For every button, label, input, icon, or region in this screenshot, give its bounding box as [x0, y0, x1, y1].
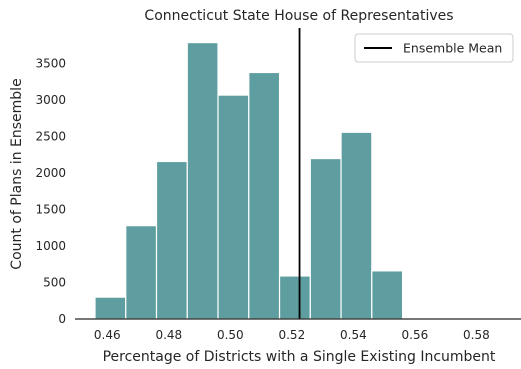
- y-axis-label: Count of Plans in Ensemble: [9, 78, 25, 269]
- y-tick-label: 500: [43, 276, 66, 290]
- x-axis-ticks: 0.46 0.48 0.50 0.52 0.54 0.56 0.58: [94, 328, 490, 342]
- histogram-bar-2: [125, 225, 158, 320]
- y-tick-label: 3500: [35, 57, 66, 71]
- histogram-bar-9: [340, 131, 373, 320]
- histogram-bar-4: [186, 41, 219, 320]
- histogram-bar-8: [309, 157, 342, 320]
- y-tick-label: 1000: [35, 239, 66, 253]
- y-tick-label: 2000: [35, 166, 66, 180]
- histogram-bar-6: [248, 71, 281, 320]
- histogram-bar-1: [94, 296, 127, 320]
- chart-title: Connecticut State House of Representativ…: [144, 8, 453, 24]
- x-tick-label: 0.56: [402, 328, 429, 342]
- histogram-bar-10: [371, 270, 404, 320]
- x-tick-label: 0.52: [278, 328, 305, 342]
- x-tick-label: 0.54: [340, 328, 367, 342]
- legend-box: [354, 33, 514, 63]
- y-tick-label: 0: [58, 312, 66, 326]
- x-tick-label: 0.58: [463, 328, 490, 342]
- histogram-bars: [94, 41, 404, 320]
- x-tick-label: 0.46: [94, 328, 121, 342]
- y-tick-label: 3000: [35, 93, 66, 107]
- y-axis-ticks: 0 500 1000 1500 2000 2500 3000 3500: [35, 57, 66, 326]
- x-tick-label: 0.50: [217, 328, 244, 342]
- x-tick-label: 0.48: [155, 328, 182, 342]
- histogram-bar-5: [217, 94, 250, 320]
- x-axis-label: Percentage of Districts with a Single Ex…: [103, 349, 496, 365]
- y-tick-label: 1500: [35, 203, 66, 217]
- legend-mean-label: Ensemble Mean: [403, 41, 502, 56]
- y-tick-label: 2500: [35, 130, 66, 144]
- histogram-bar-7: [278, 275, 311, 320]
- legend: Ensemble Mean: [354, 33, 514, 63]
- histogram-bar-3: [155, 160, 188, 320]
